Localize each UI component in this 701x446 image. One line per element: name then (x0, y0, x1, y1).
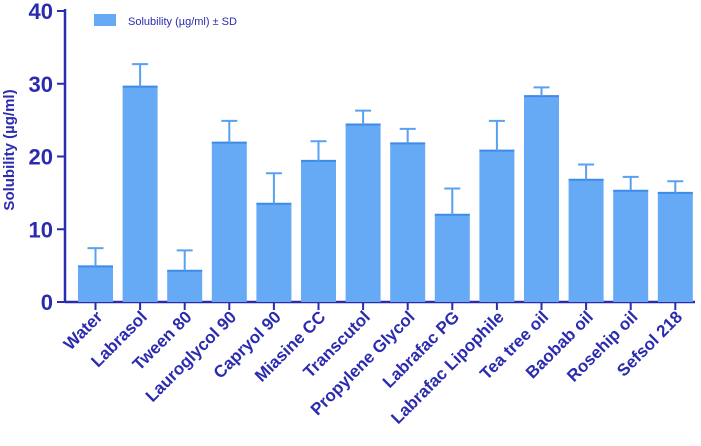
y-tick-label: 20 (29, 145, 53, 170)
bar (479, 150, 515, 302)
legend: Solubility (µg/ml) ± SD (94, 14, 237, 28)
bar (211, 142, 247, 302)
y-tick-label: 30 (29, 72, 53, 97)
bar (345, 124, 381, 303)
legend-label: Solubility (µg/ml) ± SD (128, 16, 237, 28)
y-ticks: 0 10 20 30 40 (29, 0, 65, 315)
legend-swatch (94, 14, 116, 26)
y-axis-label: Solubility (µg/ml) (1, 89, 18, 210)
bar (78, 266, 113, 302)
bar (122, 86, 158, 302)
bar (167, 270, 203, 302)
bar (524, 96, 559, 303)
y-tick-label: 10 (29, 217, 53, 242)
bar (301, 160, 336, 302)
bar (434, 214, 470, 302)
bar (568, 179, 604, 302)
bar (390, 143, 426, 302)
y-tick-label: 40 (29, 0, 53, 24)
bars (78, 85, 693, 303)
error-bars (87, 63, 684, 271)
y-tick-label: 0 (41, 290, 53, 315)
bar (256, 203, 292, 302)
bar (657, 192, 693, 302)
bar (613, 190, 649, 302)
